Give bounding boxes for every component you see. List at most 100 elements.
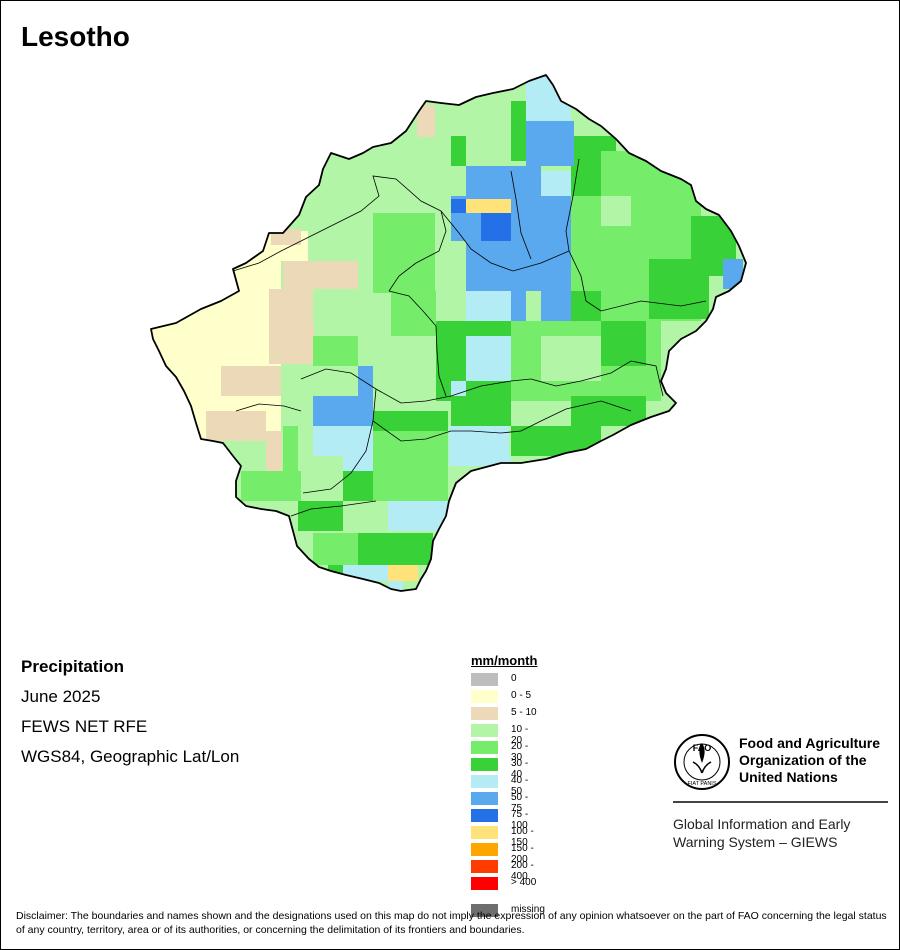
rainfall-cell bbox=[481, 211, 511, 241]
legend-swatch bbox=[471, 904, 498, 917]
rainfall-cell bbox=[541, 336, 601, 381]
district-boundary bbox=[568, 250, 707, 312]
rainfall-cell bbox=[373, 213, 435, 293]
district-boundary bbox=[290, 500, 377, 517]
rainfall-cell bbox=[313, 396, 373, 426]
rainfall-grid bbox=[151, 75, 746, 591]
rainfall-cell bbox=[283, 426, 298, 471]
legend-label: 10 - 20 bbox=[511, 724, 529, 746]
legend-item: 40 - 50 bbox=[471, 774, 537, 797]
variable-label: Precipitation bbox=[21, 657, 124, 676]
legend-swatch bbox=[471, 673, 498, 686]
rainfall-cell bbox=[723, 259, 743, 289]
district-boundary bbox=[235, 403, 302, 412]
fao-logo-letters: FAO bbox=[693, 743, 712, 753]
legend-item: 200 - 400 bbox=[471, 859, 537, 882]
legend-item: 100 - 150 bbox=[471, 825, 537, 848]
rainfall-cell bbox=[601, 196, 631, 226]
legend-items: 0 0 - 5 5 - 10 10 - 20 20 - 30 30 - 40 40 - 50… bbox=[471, 672, 537, 893]
rainfall-cell bbox=[511, 426, 601, 456]
legend-label: 0 - 5 bbox=[511, 690, 532, 701]
disclaimer: Disclaimer: The boundaries and names sho… bbox=[16, 910, 887, 936]
legend-swatch bbox=[471, 843, 498, 856]
rainfall-cell bbox=[358, 366, 373, 396]
legend-swatch bbox=[471, 707, 498, 720]
legend-swatch bbox=[471, 724, 498, 737]
map-title: Lesotho bbox=[21, 21, 130, 52]
district-boundary bbox=[388, 290, 447, 397]
rainfall-cell bbox=[466, 241, 571, 291]
rainfall-cell bbox=[541, 291, 571, 321]
rainfall-cell bbox=[313, 426, 373, 456]
legend-item: 30 - 40 bbox=[471, 757, 537, 780]
rainfall-cell bbox=[388, 565, 418, 581]
legend-label: 20 - 30 bbox=[511, 741, 529, 763]
rainfall-cell bbox=[526, 121, 574, 166]
rainfall-cell bbox=[466, 291, 511, 321]
fao-logo-icon: FAO FIAT PANIS bbox=[674, 734, 730, 790]
rainfall-cell bbox=[373, 431, 448, 501]
legend-label: missing bbox=[511, 904, 545, 915]
rainfall-cell bbox=[496, 456, 511, 486]
rainfall-cell bbox=[343, 471, 373, 501]
rainfall-cell bbox=[466, 111, 511, 161]
legend-swatch bbox=[471, 792, 498, 805]
country-border bbox=[150, 74, 747, 592]
legend-swatch bbox=[471, 860, 498, 873]
rainfall-cell bbox=[451, 199, 466, 213]
legend-label: 150 - 200 bbox=[511, 843, 534, 865]
divider bbox=[673, 801, 888, 803]
legend-item: 10 - 20 bbox=[471, 723, 537, 746]
legend-item: 75 - 100 bbox=[471, 808, 537, 831]
rainfall-cell bbox=[298, 456, 343, 471]
legend-label: 0 bbox=[511, 673, 517, 684]
rainfall-cell bbox=[466, 321, 511, 336]
rainfall-cell bbox=[343, 565, 388, 581]
projection-label: WGS84, Geographic Lat/Lon bbox=[21, 747, 240, 766]
legend-item: 0 - 5 bbox=[471, 689, 537, 706]
legend-label: 40 - 50 bbox=[511, 775, 529, 797]
district-boundary bbox=[372, 420, 502, 442]
rainfall-cell bbox=[271, 229, 301, 245]
rainfall-cell bbox=[298, 501, 343, 531]
fao-logo-motto: FIAT PANIS bbox=[687, 781, 716, 787]
rainfall-cell bbox=[601, 321, 646, 366]
rainfall-cell bbox=[511, 101, 526, 161]
rainfall-cell bbox=[206, 411, 266, 441]
legend-item: 150 - 200 bbox=[471, 842, 537, 865]
legend-swatch bbox=[471, 758, 498, 771]
rainfall-cell bbox=[313, 533, 358, 565]
legend-item: > 400 bbox=[471, 876, 537, 893]
rainfall-cell bbox=[571, 196, 601, 291]
rainfall-cell bbox=[391, 291, 436, 336]
legend-swatch bbox=[471, 877, 498, 890]
legend-swatch bbox=[471, 775, 498, 788]
legend-swatch bbox=[471, 690, 498, 703]
rainfall-cell bbox=[388, 501, 448, 531]
district-boundary bbox=[440, 158, 580, 272]
rainfall-cell bbox=[221, 366, 281, 396]
rainfall-cell bbox=[466, 336, 511, 381]
legend-item: 0 bbox=[471, 672, 537, 689]
rainfall-cell bbox=[343, 456, 373, 471]
rainfall-cell bbox=[466, 166, 541, 196]
period-label: June 2025 bbox=[21, 687, 101, 706]
legend-label: > 400 bbox=[511, 877, 537, 888]
district-boundary bbox=[300, 368, 532, 404]
legend-swatch bbox=[471, 741, 498, 754]
rainfall-cell bbox=[511, 291, 526, 321]
rainfall-cell bbox=[451, 136, 466, 166]
legend-label: 50 - 75 bbox=[511, 792, 529, 814]
rainfall-cell bbox=[358, 533, 433, 565]
district-boundaries bbox=[232, 158, 707, 517]
rainfall-cell bbox=[313, 336, 358, 366]
source-label: FEWS NET RFE bbox=[21, 717, 148, 736]
legend-label: 30 - 40 bbox=[511, 758, 529, 780]
rainfall-cell bbox=[313, 289, 373, 324]
precipitation-map bbox=[150, 74, 747, 592]
legend-label: 5 - 10 bbox=[511, 707, 537, 718]
rainfall-cell bbox=[283, 261, 358, 291]
legend-item: 20 - 30 bbox=[471, 740, 537, 763]
legend-item: 50 - 75 bbox=[471, 791, 537, 814]
legend-label: 100 - 150 bbox=[511, 826, 534, 848]
